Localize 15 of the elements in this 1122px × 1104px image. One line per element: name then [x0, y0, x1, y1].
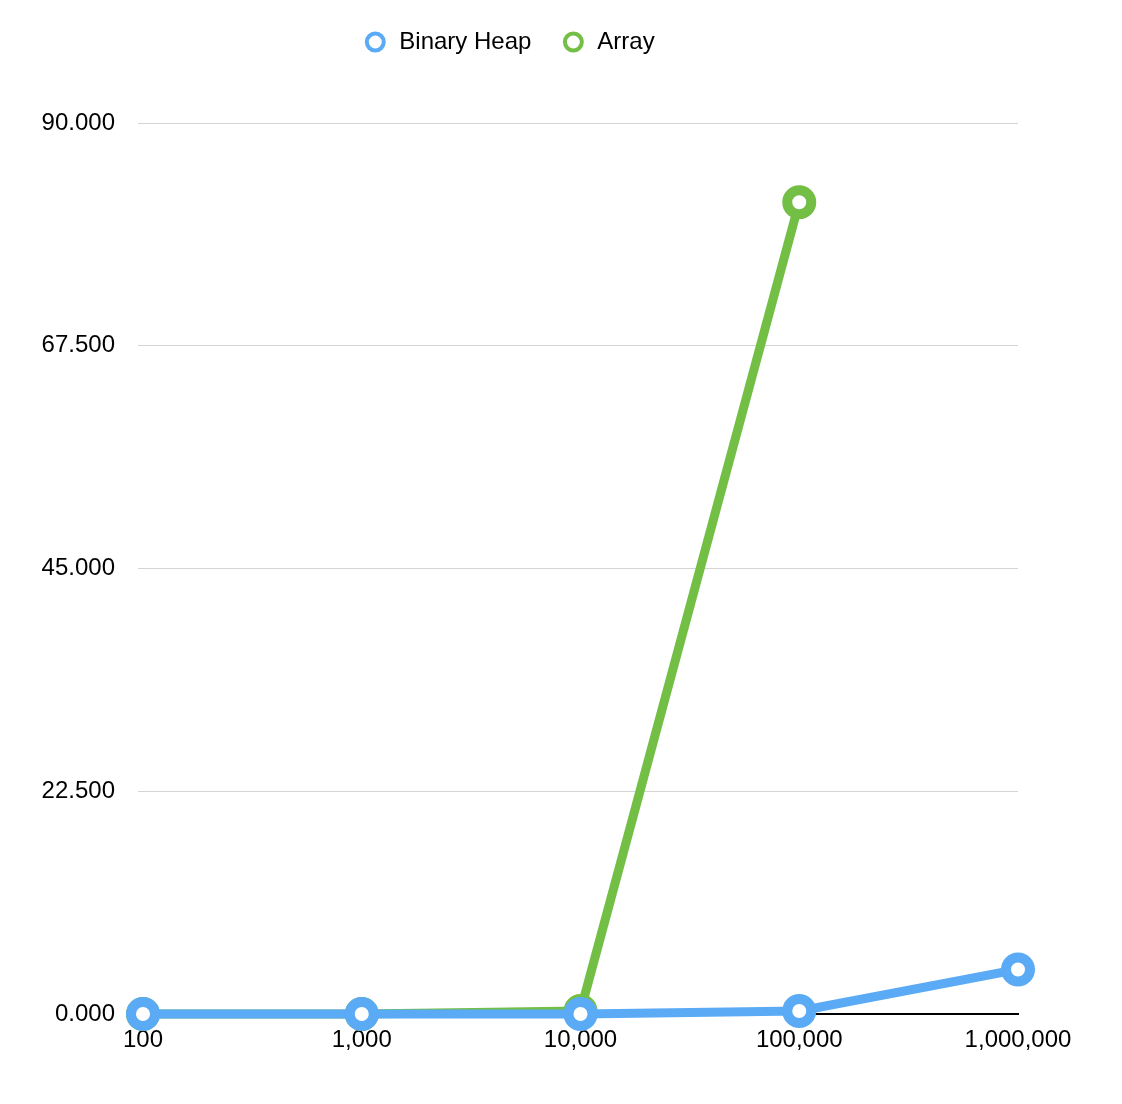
y-tick-label: 45.000: [41, 553, 115, 581]
x-tick-label: 10,000: [543, 1025, 618, 1053]
legend-label: Binary Heap: [399, 26, 532, 54]
y-tick-label: 22.500: [41, 775, 115, 803]
x-tick-label: 100,000: [755, 1025, 843, 1053]
point: [782, 185, 817, 220]
y-tick-label: 0.000: [54, 998, 115, 1026]
y-tick-label: 67.500: [41, 330, 115, 358]
point: [1001, 952, 1035, 987]
point: [782, 994, 817, 1029]
x-tick-label: 100: [122, 1025, 164, 1053]
y-tick-label: 90.000: [41, 107, 115, 135]
legend-label: Array: [597, 26, 655, 54]
x-tick-label: 1,000: [331, 1025, 392, 1053]
x-tick-label: 1,000,000: [964, 1025, 1072, 1053]
